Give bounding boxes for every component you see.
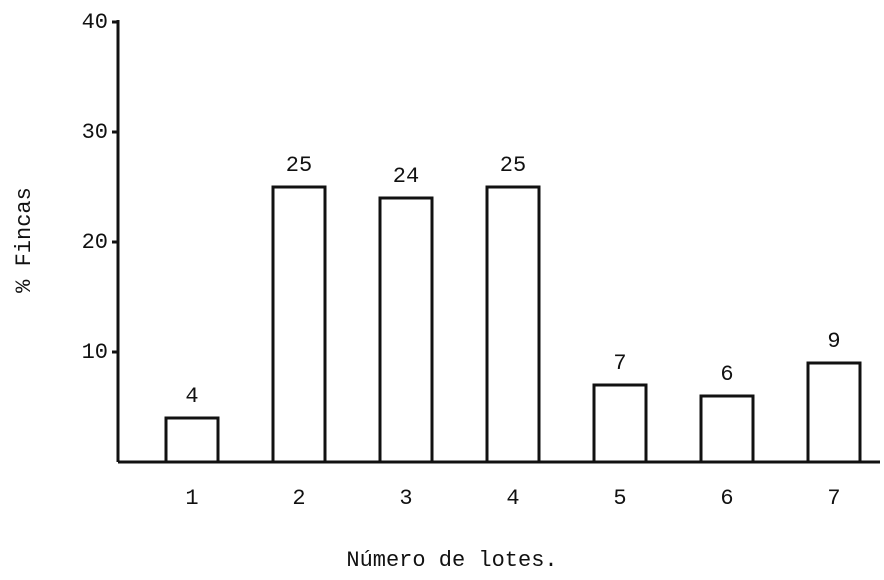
- bar: [378, 196, 434, 464]
- x-tick-label: 6: [720, 486, 733, 511]
- bar: [164, 416, 220, 464]
- bar: [592, 383, 648, 464]
- bar: [271, 185, 327, 464]
- data-label: 7: [613, 351, 626, 376]
- y-tick-label: 20: [82, 230, 108, 255]
- data-label: 25: [500, 153, 526, 178]
- data-label: 9: [827, 329, 840, 354]
- data-label: 24: [393, 164, 419, 189]
- x-tick-label: 2: [292, 486, 305, 511]
- x-tick-label: 3: [399, 486, 412, 511]
- x-axis-label: Número de lotes.: [346, 548, 557, 573]
- bar: [699, 394, 755, 464]
- data-label: 4: [185, 384, 198, 409]
- bar: [806, 361, 862, 464]
- x-tick-label: 1: [185, 486, 198, 511]
- y-tick-label: 40: [82, 10, 108, 35]
- bar: [485, 185, 541, 464]
- data-label: 25: [286, 153, 312, 178]
- y-tick-label: 30: [82, 120, 108, 145]
- y-axis-label: % Fincas: [12, 187, 37, 293]
- data-label: 6: [720, 362, 733, 387]
- x-tick-label: 4: [506, 486, 519, 511]
- x-tick-label: 5: [613, 486, 626, 511]
- x-tick-label: 7: [827, 486, 840, 511]
- y-tick-label: 10: [82, 340, 108, 365]
